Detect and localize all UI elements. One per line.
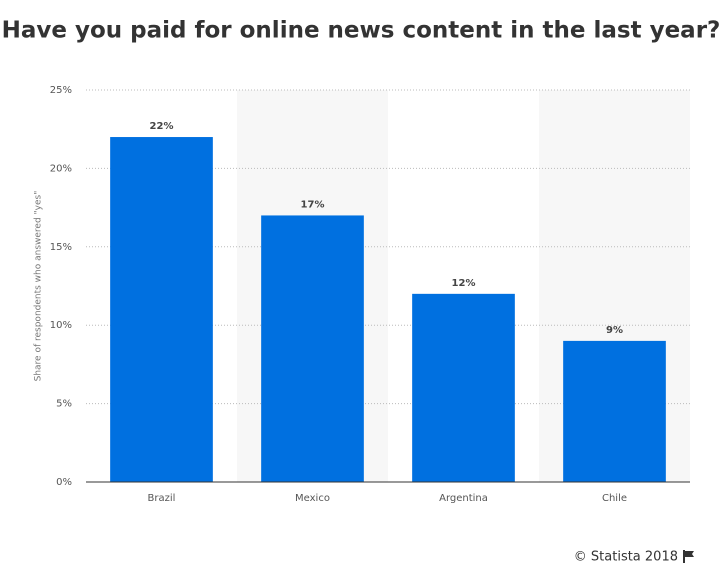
- value-label: 9%: [606, 325, 623, 336]
- value-label: 17%: [301, 199, 325, 210]
- x-tick-label: Chile: [602, 493, 627, 504]
- flag-icon: [683, 550, 694, 563]
- bar: [563, 340, 666, 482]
- y-axis-label: Share of respondents who answered "yes": [34, 191, 44, 382]
- y-tick-label: 5%: [56, 399, 72, 410]
- y-tick-label: 0%: [56, 477, 72, 488]
- bar: [412, 293, 515, 482]
- y-tick-label: 25%: [50, 85, 72, 96]
- value-label: 12%: [452, 278, 476, 289]
- y-tick-label: 10%: [50, 320, 72, 331]
- x-tick-label: Mexico: [295, 493, 330, 504]
- bar: [261, 215, 364, 482]
- y-tick-label: 15%: [50, 242, 72, 253]
- source: © Statista 2018: [574, 550, 678, 563]
- x-tick-label: Brazil: [148, 493, 176, 504]
- bar: [110, 137, 213, 483]
- chart-title: Have you paid for online news content in…: [2, 18, 721, 44]
- value-label: 22%: [150, 121, 174, 132]
- y-tick-label: 20%: [50, 163, 72, 174]
- x-tick-label: Argentina: [439, 493, 488, 504]
